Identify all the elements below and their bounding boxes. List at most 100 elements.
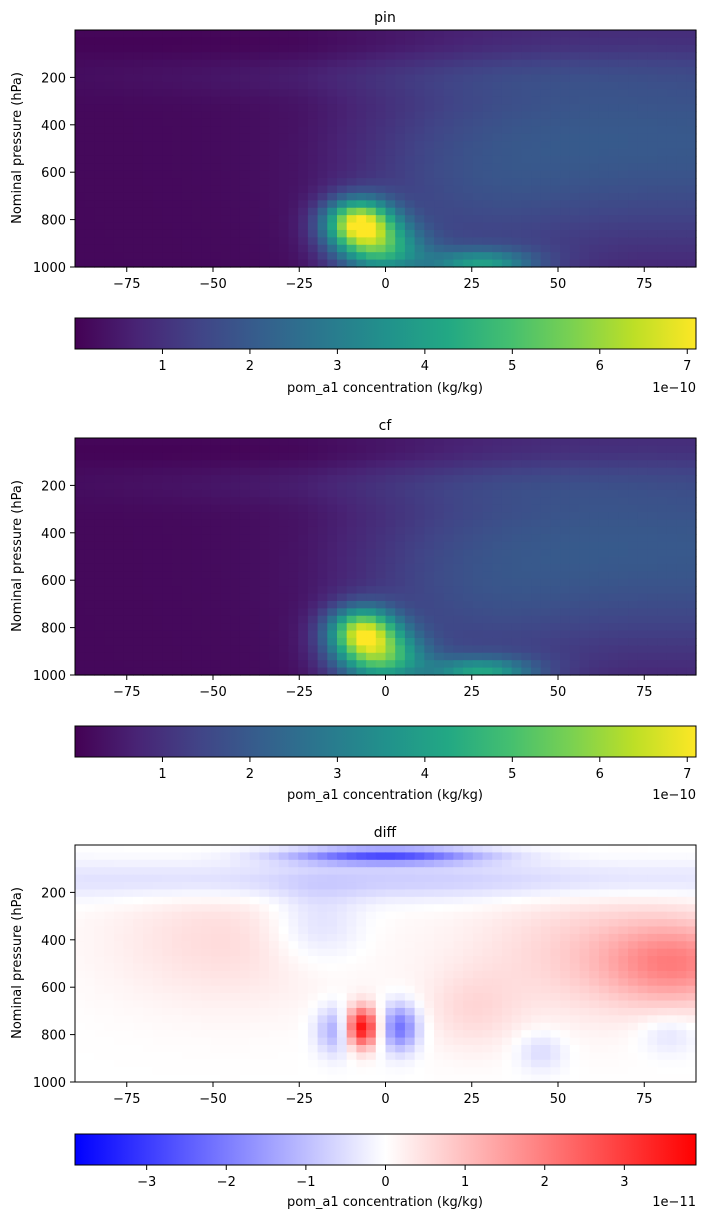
heatmap-cell [531,586,542,595]
heatmap-cell [375,44,387,53]
heatmap-cell [249,148,260,157]
heatmap-cell [434,497,445,506]
heatmap-cell [521,148,532,157]
heatmap-cell [657,104,668,113]
heatmap-cell [492,911,503,920]
heatmap-cell [579,615,590,624]
heatmap-cell [657,207,668,216]
heatmap-cell [269,512,280,521]
heatmap-cell [84,919,95,928]
heatmap-cell [181,155,193,164]
heatmap-cell [104,615,115,624]
heatmap-cell [676,896,687,905]
heatmap-cell [404,155,416,164]
heatmap-cell [336,904,348,913]
colorbar-tick-label: 2 [246,767,254,782]
heatmap-cell [201,519,212,528]
heatmap-cell [385,163,396,172]
heatmap-cell [395,229,406,238]
heatmap-cell [152,259,163,268]
heatmap-cell [172,637,183,646]
heatmap-cell [482,593,493,602]
heatmap-cell [647,59,658,68]
heatmap-cell [579,475,590,484]
heatmap-cell [123,200,134,209]
heatmap-cell [443,44,455,53]
heatmap-cell [385,141,396,150]
heatmap-cell [434,30,445,39]
heatmap-cell [589,497,600,506]
heatmap-cell [521,438,532,447]
heatmap-cell [181,608,193,617]
heatmap-cell [550,104,561,113]
heatmap-cell [598,259,610,268]
heatmap-cell [75,867,86,876]
heatmap-cell [181,192,193,201]
heatmap-cell [133,549,144,558]
heatmap-cell [424,37,435,46]
heatmap-cell [453,586,464,595]
heatmap-cell [482,571,493,580]
heatmap-cell [269,519,280,528]
heatmap-cell [162,904,173,913]
heatmap-cell [375,163,387,172]
heatmap-cell [540,96,552,105]
heatmap-cell [501,148,513,157]
heatmap-cell [598,911,610,920]
heatmap-cell [142,237,154,246]
heatmap-cell [395,652,406,661]
heatmap-cell [501,141,513,150]
heatmap-cell [531,237,542,246]
heatmap-cell [298,896,309,905]
heatmap-cell [230,222,241,231]
heatmap-cell [298,126,309,135]
heatmap-cell [647,89,658,98]
heatmap-cell [298,141,309,150]
heatmap-cell [550,192,561,201]
heatmap-cell [531,637,542,646]
heatmap-cell [269,489,280,498]
heatmap-cell [201,141,212,150]
heatmap-cell [201,652,212,661]
heatmap-cell [657,222,668,231]
heatmap-cell [201,534,212,543]
heatmap-cell [327,652,338,661]
heatmap-cell [84,192,95,201]
heatmap-cell [278,911,290,920]
heatmap-cell [434,926,445,935]
heatmap-cell [569,926,581,935]
heatmap-cell [133,512,144,521]
heatmap-cell [482,207,493,216]
heatmap-cell [113,667,125,676]
heatmap-cell [521,52,532,61]
heatmap-cell [113,615,125,624]
heatmap-cell [356,586,367,595]
heatmap-cell [172,512,183,521]
heatmap-cell [162,593,173,602]
heatmap-cell [501,904,513,913]
heatmap-cell [75,445,86,454]
heatmap-cell [579,178,590,187]
heatmap-cell [269,200,280,209]
heatmap-cell [598,475,610,484]
heatmap-cell [75,926,86,935]
heatmap-cell [666,37,678,46]
heatmap-cell [366,30,377,39]
heatmap-cell [317,526,328,535]
heatmap-cell [569,882,581,891]
heatmap-cell [239,926,251,935]
heatmap-cell [618,222,629,231]
heatmap-cell [618,600,629,609]
heatmap-cell [521,874,532,883]
heatmap-cell [414,852,425,861]
heatmap-cell [385,104,396,113]
heatmap-cell [220,52,231,61]
heatmap-cell [453,852,464,861]
heatmap-cell [75,229,86,238]
heatmap-cell [560,563,571,572]
colorbar-tick-label: 5 [508,359,516,374]
heatmap-cell [210,207,222,216]
heatmap-cell [569,445,581,454]
heatmap-cell [356,104,367,113]
heatmap-cell [210,867,222,876]
